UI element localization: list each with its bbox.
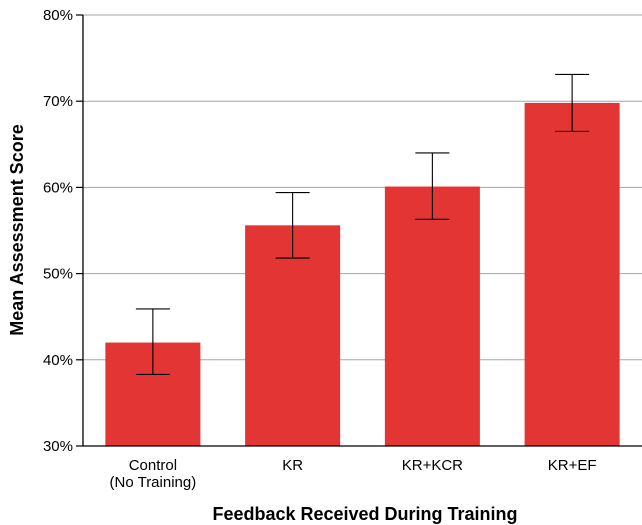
bars <box>105 102 620 446</box>
bar <box>524 102 620 446</box>
y-tick-labels: 30% 40% 50% 60% 70% 80% <box>43 7 73 455</box>
axes <box>76 14 642 447</box>
y-tick-label: 50% <box>43 266 73 283</box>
error-bars <box>135 73 590 376</box>
y-tick-label: 80% <box>43 7 73 24</box>
x-tick-label: KR+KCR <box>402 457 463 474</box>
x-axis-title: Feedback Received During Training <box>212 504 517 524</box>
x-tick-label: KR <box>282 457 303 474</box>
y-axis-title: Mean Assessment Score <box>7 124 27 335</box>
x-tick-label: Control (No Training) <box>110 457 197 491</box>
y-tick-label: 70% <box>43 93 73 110</box>
y-tick-label: 60% <box>43 179 73 196</box>
y-tick-label: 30% <box>43 438 73 455</box>
bar <box>245 225 341 446</box>
x-tick-label: KR+EF <box>548 457 597 474</box>
bar <box>384 186 480 446</box>
y-tick-label: 40% <box>43 352 73 369</box>
x-tick-labels: Control (No Training) KR KR+KCR KR+EF <box>110 457 597 491</box>
